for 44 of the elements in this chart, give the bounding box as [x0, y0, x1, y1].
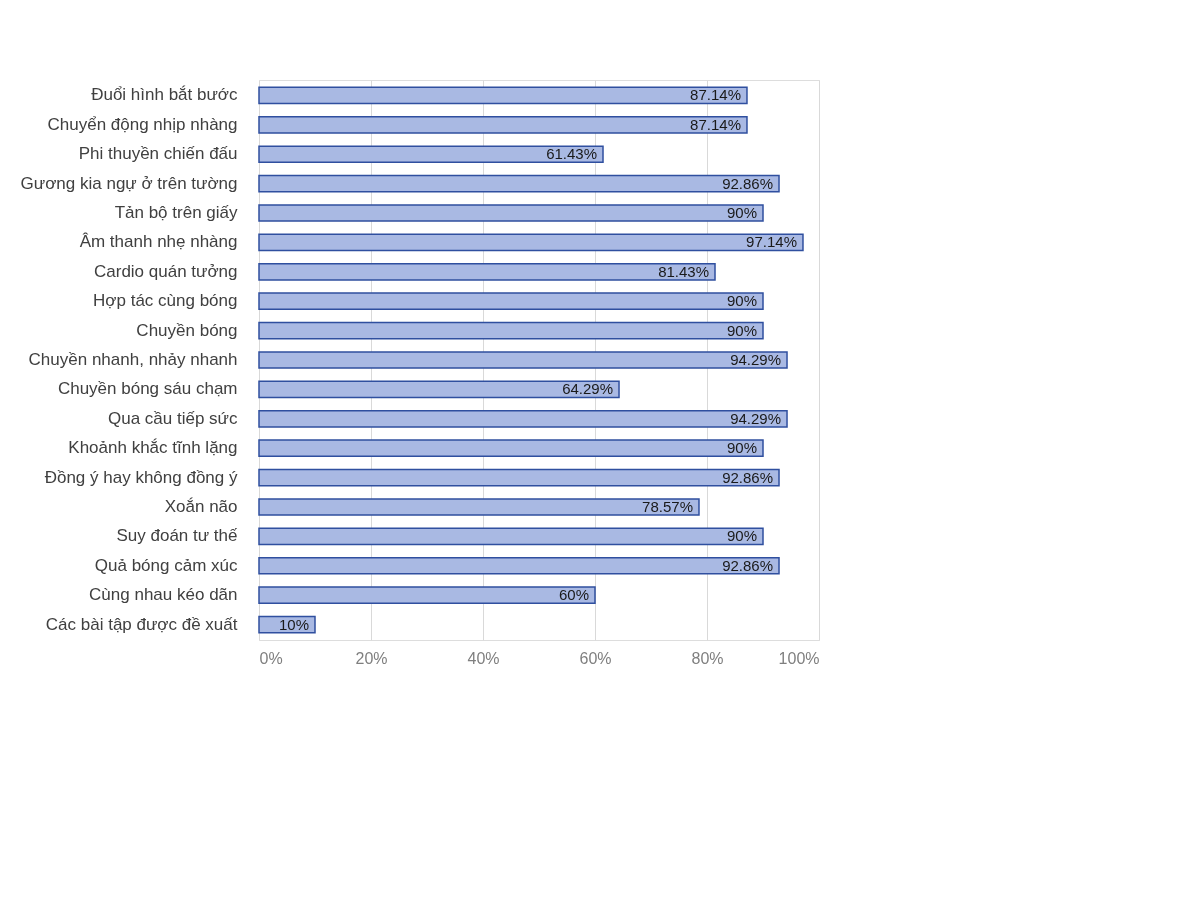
data-label: 87.14% [690, 86, 741, 104]
data-label: 87.14% [690, 115, 741, 133]
y-tick-label: Gương kia ngự ở trên tường [20, 173, 238, 193]
y-tick-label: Hợp tác cùng bóng [93, 291, 238, 311]
y-tick-label: Âm thanh nhẹ nhàng [79, 232, 238, 252]
y-tick-label: Chuyển động nhịp nhàng [47, 114, 238, 134]
data-label: 60% [558, 586, 589, 604]
y-tick-label: Đuổi hình bắt bước [91, 85, 238, 105]
x-tick-label: 100% [778, 649, 820, 667]
y-tick-label: Phi thuyền chiến đấu [78, 144, 238, 164]
data-label: 92.86% [722, 556, 774, 574]
data-label: 90% [726, 321, 757, 339]
data-label: 81.43% [658, 262, 710, 280]
y-tick-label: Cardio quán tưởng [93, 261, 238, 281]
y-tick-label: Các bài tập được đề xuất [45, 614, 238, 634]
data-label: 64.29% [562, 380, 614, 398]
data-label: 94.29% [730, 409, 782, 427]
x-tick-label: 80% [691, 649, 724, 667]
y-tick-label: Chuyền bóng [136, 320, 238, 340]
data-label: 90% [726, 439, 757, 457]
y-tick-label: Đồng ý hay không đồng ý [44, 467, 238, 487]
x-tick-label: 20% [355, 649, 388, 667]
y-tick-label: Khoảnh khắc tĩnh lặng [68, 438, 238, 458]
y-tick-label: Qua cầu tiếp sức [107, 408, 238, 428]
y-tick-label: Chuyền bóng sáu chạm [57, 379, 238, 399]
y-tick-label: Quả bóng cảm xúc [94, 555, 238, 575]
y-tick-label: Chuyền nhanh, nhảy nhanh [28, 350, 238, 369]
x-tick-label: 40% [467, 649, 500, 667]
x-tick-label: 0% [259, 649, 283, 667]
x-tick-label: 60% [579, 649, 612, 667]
y-tick-label: Suy đoán tư thế [116, 526, 239, 546]
data-label: 90% [726, 527, 757, 545]
data-label: 92.86% [722, 468, 774, 486]
data-label: 94.29% [730, 351, 782, 368]
data-label: 90% [726, 292, 757, 310]
y-tick-label: Tản bộ trên giấy [114, 203, 238, 223]
data-label: 97.14% [746, 233, 797, 251]
data-label: 92.86% [722, 174, 774, 192]
data-label: 78.57% [642, 497, 693, 515]
y-tick-label: Cùng nhau kéo dãn [89, 585, 238, 605]
data-label: 61.43% [546, 145, 598, 163]
y-tick-label: Xoắn não [164, 496, 238, 516]
data-label: 90% [726, 204, 757, 222]
data-label: 10% [278, 615, 309, 633]
